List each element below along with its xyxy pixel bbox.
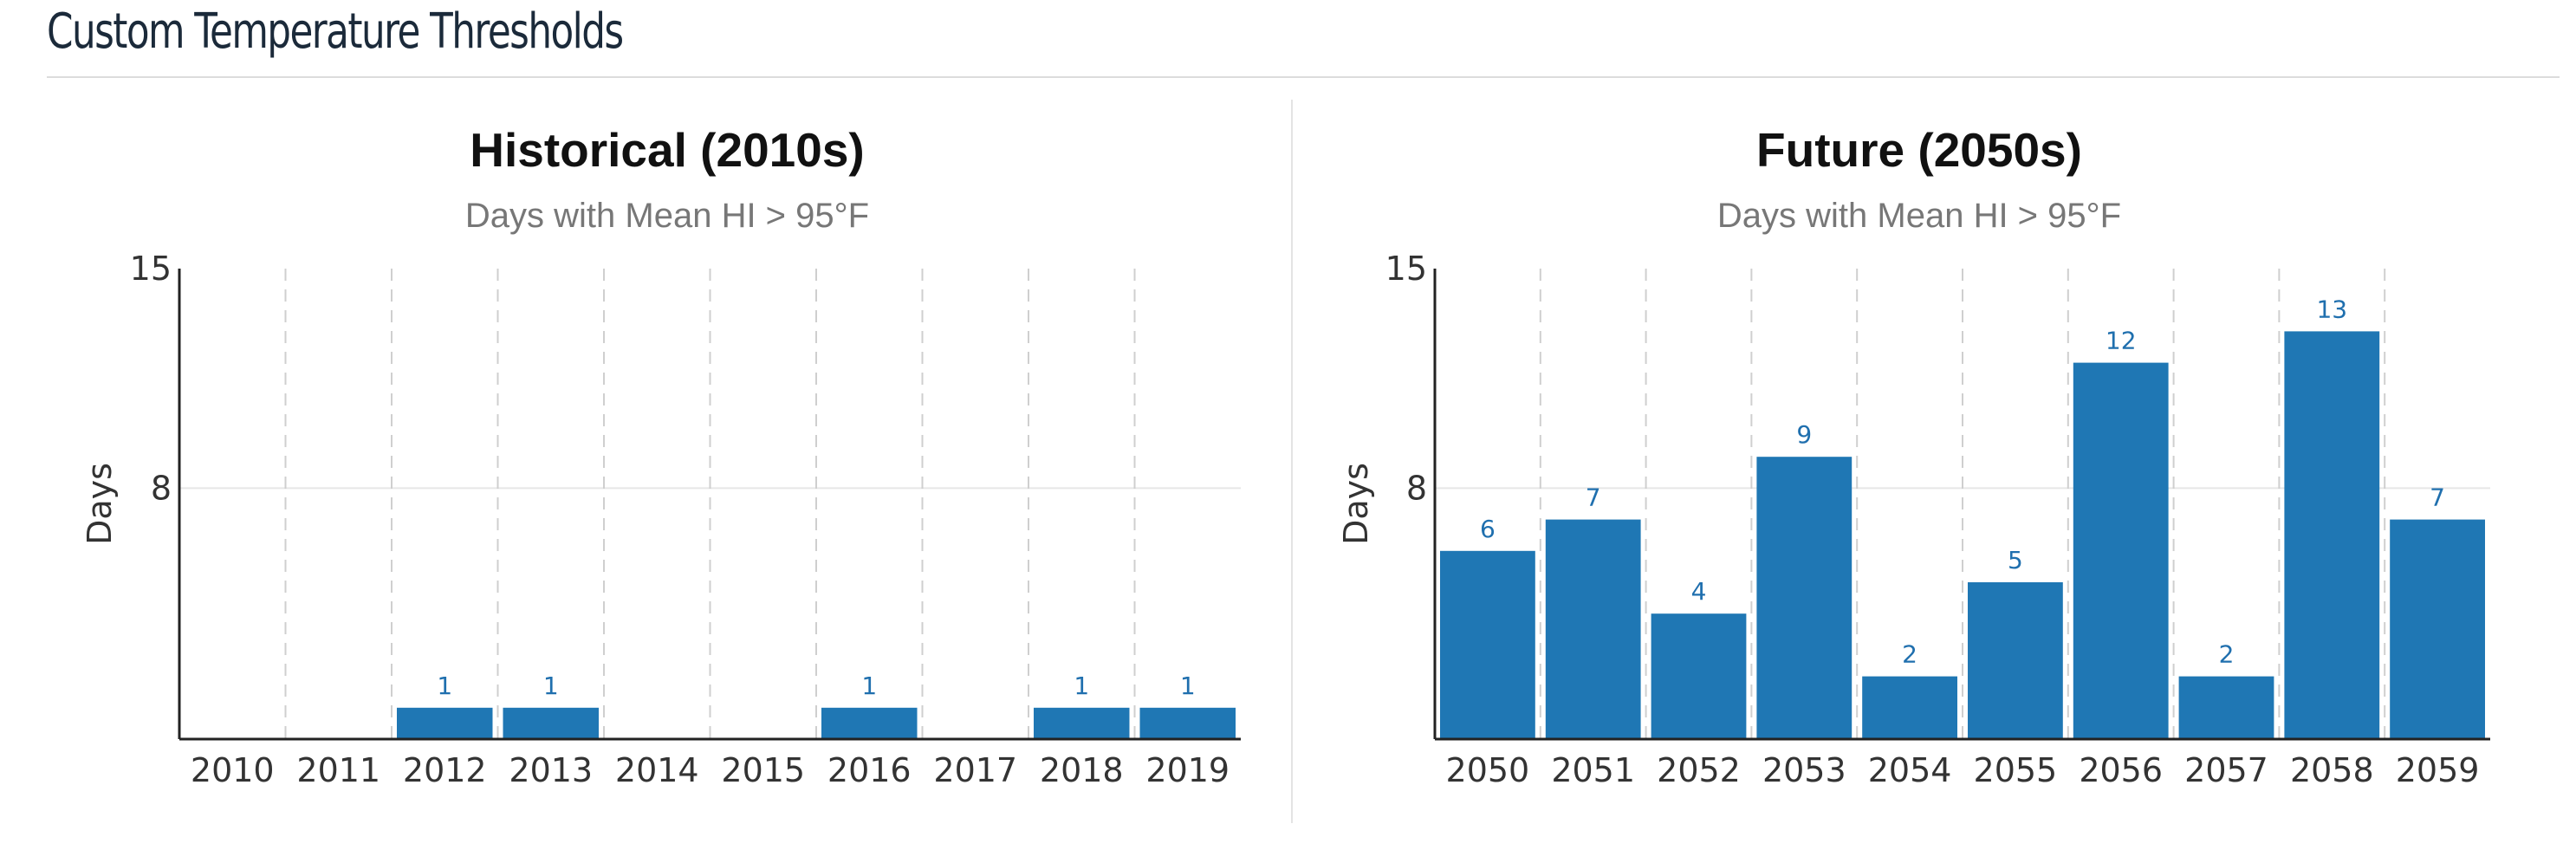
bar-2059	[2390, 519, 2485, 739]
x-tick-label-2058: 2058	[2290, 751, 2374, 789]
data-label-2019: 1	[1180, 672, 1196, 700]
chart-title: Future (2050s)	[1756, 123, 2082, 177]
x-tick-label-2056: 2056	[2079, 751, 2163, 789]
x-tick-label-2016: 2016	[827, 751, 912, 789]
x-tick-label-2015: 2015	[721, 751, 805, 789]
bar-2019	[1139, 707, 1236, 739]
data-label-2016: 1	[861, 672, 877, 700]
data-label-2052: 4	[1691, 577, 1707, 606]
x-tick-label-2054: 2054	[1868, 751, 1952, 789]
x-tick-label-2017: 2017	[933, 751, 1017, 789]
chart-subtitle: Days with Mean HI > 95°F	[1717, 197, 2121, 235]
bar-2053	[1756, 457, 1853, 739]
bar-2018	[1034, 707, 1130, 739]
bar-2013	[503, 707, 599, 739]
x-tick-label-2011: 2011	[296, 751, 380, 789]
bar-2058	[2284, 331, 2380, 739]
x-tick-label-2053: 2053	[1762, 751, 1846, 789]
x-tick-label-2018: 2018	[1040, 751, 1124, 789]
heading-divider	[47, 76, 2560, 78]
bar-2056	[2073, 362, 2169, 739]
data-label-2053: 9	[1796, 420, 1812, 449]
historical-bar-chart: Historical (2010s) Days with Mean HI > 95…	[81, 123, 1241, 789]
x-tick-label-2019: 2019	[1145, 751, 1230, 789]
x-tick-label-2012: 2012	[403, 751, 487, 789]
bar-2012	[397, 707, 493, 739]
y-axis-label: Days	[81, 463, 119, 545]
y-tick-label: 15	[130, 250, 172, 288]
data-label-2013: 1	[543, 672, 559, 700]
data-label-2058: 13	[2316, 295, 2347, 323]
data-label-2012: 1	[437, 672, 452, 700]
x-tick-label-2050: 2050	[1446, 751, 1530, 789]
panel-divider	[1291, 100, 1293, 823]
x-tick-label-2057: 2057	[2184, 751, 2268, 789]
data-label-2054: 2	[1902, 640, 1917, 669]
bar-2016	[821, 707, 918, 739]
chart-title: Historical (2010s)	[470, 123, 865, 177]
y-tick-label: 15	[1385, 250, 1427, 288]
x-tick-label-2052: 2052	[1657, 751, 1741, 789]
page-heading: Custom Temperature Thresholds	[47, 3, 624, 60]
x-tick-label-2051: 2051	[1551, 751, 1635, 789]
bar-2052	[1651, 613, 1747, 739]
x-tick-label-2055: 2055	[1974, 751, 2058, 789]
chart-subtitle: Days with Mean HI > 95°F	[465, 197, 869, 235]
data-label-2018: 1	[1074, 672, 1089, 700]
data-label-2051: 7	[1586, 483, 1601, 512]
data-label-2055: 5	[2008, 546, 2023, 574]
y-tick-label: 8	[151, 469, 172, 507]
x-tick-label-2010: 2010	[191, 751, 275, 789]
future-bar-chart: Future (2050s) Days with Mean HI > 95°F 8 1…	[1337, 123, 2490, 789]
bar-2050	[1440, 550, 1535, 739]
data-label-2050: 6	[1480, 515, 1496, 543]
bar-2055	[1968, 582, 2063, 739]
data-label-2057: 2	[2219, 640, 2235, 669]
bar-2051	[1545, 519, 1641, 739]
bar-2057	[2178, 676, 2274, 739]
x-tick-label-2014: 2014	[615, 751, 699, 789]
y-axis-label: Days	[1337, 463, 1375, 545]
x-tick-label-2059: 2059	[2396, 751, 2480, 789]
data-label-2059: 7	[2430, 483, 2445, 512]
x-tick-label-2013: 2013	[509, 751, 593, 789]
data-label-2056: 12	[2106, 327, 2137, 355]
y-tick-label: 8	[1406, 469, 1427, 507]
bar-2054	[1862, 676, 1957, 739]
